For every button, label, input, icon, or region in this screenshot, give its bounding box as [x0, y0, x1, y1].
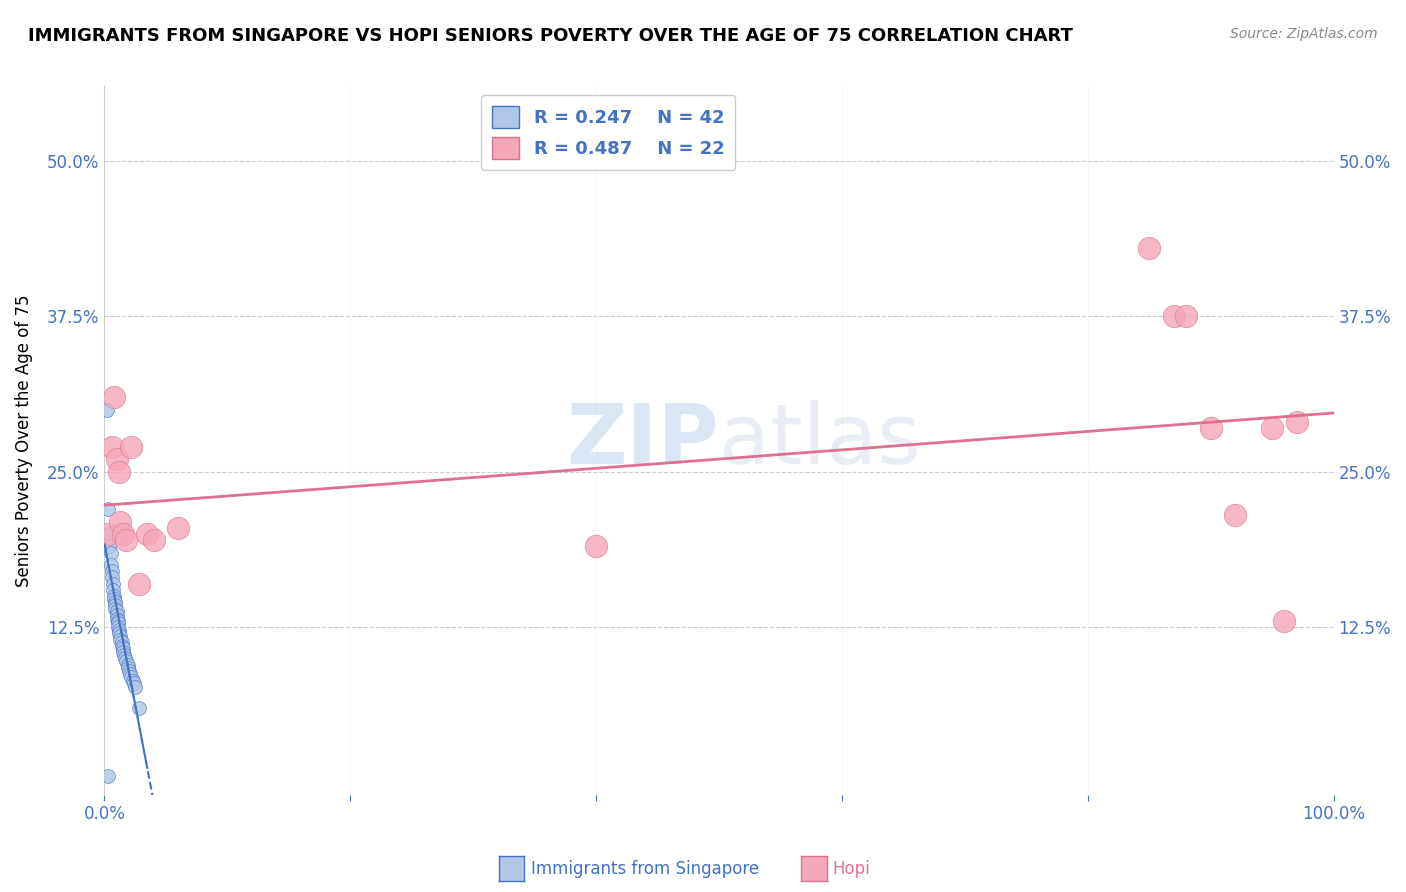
Point	[1285, 415, 1308, 429]
Point	[110, 635, 132, 649]
Point	[585, 540, 607, 554]
Point	[100, 564, 122, 578]
Point	[100, 440, 122, 454]
Point	[101, 582, 124, 597]
Text: ZIP: ZIP	[567, 401, 718, 481]
Point	[1175, 310, 1198, 324]
Point	[115, 654, 138, 668]
Point	[105, 604, 128, 618]
Point	[120, 667, 142, 681]
Point	[110, 629, 132, 643]
Point	[100, 546, 122, 560]
Point	[97, 502, 120, 516]
Point	[104, 595, 127, 609]
Y-axis label: Seniors Poverty Over the Age of 75: Seniors Poverty Over the Age of 75	[15, 294, 32, 587]
Point	[118, 664, 141, 678]
Point	[128, 701, 150, 715]
Point	[115, 533, 138, 548]
Point	[120, 670, 142, 684]
Text: Hopi: Hopi	[832, 860, 870, 878]
Point	[110, 515, 132, 529]
Point	[103, 390, 125, 404]
Point	[108, 465, 131, 479]
Point	[111, 645, 134, 659]
Text: IMMIGRANTS FROM SINGAPORE VS HOPI SENIORS POVERTY OVER THE AGE OF 75 CORRELATION: IMMIGRANTS FROM SINGAPORE VS HOPI SENIOR…	[28, 27, 1073, 45]
Point	[114, 651, 136, 665]
Point	[103, 589, 125, 603]
Point	[103, 591, 125, 606]
Point	[1137, 241, 1160, 255]
Point	[101, 576, 124, 591]
Point	[110, 632, 132, 647]
Point	[136, 527, 159, 541]
Point	[98, 540, 121, 554]
Point	[117, 657, 139, 672]
Point	[1225, 508, 1247, 523]
Point	[97, 769, 120, 783]
Point	[107, 620, 129, 634]
Text: atlas: atlas	[718, 401, 921, 481]
Point	[110, 639, 132, 653]
Point	[108, 626, 131, 640]
Point	[97, 527, 120, 541]
Point	[111, 641, 134, 656]
Point	[108, 623, 131, 637]
Point	[107, 614, 129, 628]
Point	[100, 558, 122, 572]
Text: Immigrants from Singapore: Immigrants from Singapore	[531, 860, 759, 878]
Point	[121, 673, 143, 688]
Point	[1199, 421, 1222, 435]
Point	[98, 527, 121, 541]
Point	[105, 452, 128, 467]
Legend: R = 0.247    N = 42, R = 0.487    N = 22: R = 0.247 N = 42, R = 0.487 N = 22	[481, 95, 735, 170]
Point	[117, 661, 139, 675]
Point	[1163, 310, 1185, 324]
Point	[142, 533, 165, 548]
Point	[105, 611, 128, 625]
Point	[120, 440, 142, 454]
Point	[107, 616, 129, 631]
Point	[100, 570, 122, 584]
Point	[105, 607, 128, 622]
Point	[104, 601, 127, 615]
Point	[1261, 421, 1284, 435]
Point	[128, 576, 150, 591]
Point	[96, 402, 118, 417]
Point	[104, 598, 127, 612]
Text: Source: ZipAtlas.com: Source: ZipAtlas.com	[1230, 27, 1378, 41]
Point	[112, 648, 135, 662]
Point	[122, 676, 145, 690]
Point	[1272, 614, 1295, 628]
Point	[124, 680, 146, 694]
Point	[111, 527, 134, 541]
Point	[167, 521, 190, 535]
